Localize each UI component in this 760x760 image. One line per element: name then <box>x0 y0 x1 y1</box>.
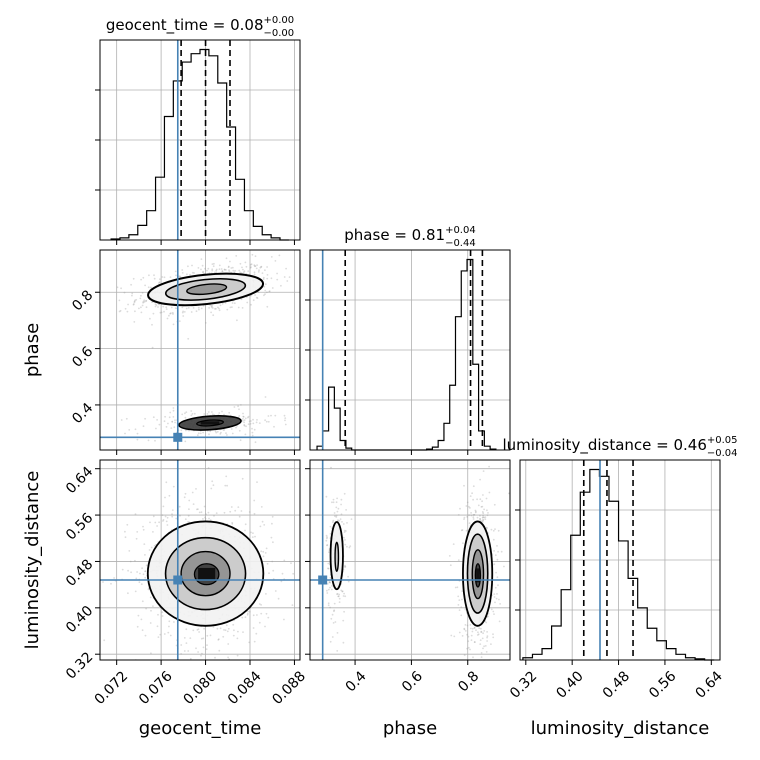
title-prefix: phase = 0.81 <box>344 226 445 244</box>
truth-marker-0-2 <box>173 575 183 585</box>
contour-1-2-4 <box>471 549 485 600</box>
title-minus-geocent_time: −0.00 <box>264 28 295 39</box>
title-plus: +0.00 <box>264 15 295 26</box>
contour-0-2-0 <box>146 520 265 627</box>
density-0-1 <box>116 253 300 444</box>
scatter-panel-geocent_time-phase <box>95 249 301 455</box>
xtick-label-luminosity_distance: 0.48 <box>600 668 633 701</box>
xtick-label-geocent_time: 0.080 <box>181 668 221 708</box>
hist-panel-phase <box>305 249 511 455</box>
ylabel-luminosity_distance: luminosity_distance <box>22 471 43 650</box>
truth-marker-0-1 <box>173 432 183 442</box>
ytick-label-phase: 0.4 <box>69 400 96 427</box>
luminosity_distance-frame <box>519 459 721 661</box>
phase-frame <box>309 249 511 451</box>
scatter-panel-geocent_time-luminosity_distance <box>95 459 301 665</box>
ytick-label-luminosity_distance: 0.32 <box>63 649 96 682</box>
histogram-geocent_time <box>110 48 289 241</box>
title-geocent_time: geocent_time = 0.08+0.00 <box>106 15 294 35</box>
hist-panel-luminosity_distance <box>515 459 721 665</box>
xtick-label-phase: 0.6 <box>399 668 426 695</box>
xlabel-geocent_time: geocent_time <box>139 718 262 739</box>
xtick-label-luminosity_distance: 0.40 <box>553 668 586 701</box>
density-core-1-2-5 <box>476 568 480 583</box>
0-2-frame <box>99 459 301 661</box>
title-minus-luminosity_distance: −0.04 <box>707 448 738 459</box>
ytick-label-luminosity_distance: 0.40 <box>63 603 96 636</box>
density-core-0-2-3 <box>198 567 216 581</box>
contour-0-1-0 <box>147 272 265 307</box>
ytick-label-phase: 0.8 <box>69 287 96 314</box>
xtick-label-luminosity_distance: 0.56 <box>646 668 679 701</box>
xtick-label-luminosity_distance: 0.64 <box>693 668 726 701</box>
title-prefix: geocent_time = 0.08 <box>106 16 264 35</box>
xtick-label-geocent_time: 0.072 <box>92 668 132 708</box>
panels-layer <box>95 39 721 665</box>
title-minus-phase: −0.44 <box>445 238 476 249</box>
contour-1-2-3 <box>466 533 489 614</box>
xlabel-phase: phase <box>383 718 437 739</box>
xtick-label-luminosity_distance: 0.32 <box>507 668 540 701</box>
ylabel-phase: phase <box>22 323 43 377</box>
title-plus: +0.05 <box>707 435 738 446</box>
contour-0-2-1 <box>164 536 247 611</box>
xtick-label-phase: 0.8 <box>455 668 482 695</box>
density-0-2 <box>102 467 295 660</box>
contour-1-2-5 <box>474 563 482 588</box>
title-phase: phase = 0.81+0.04 <box>344 225 475 244</box>
title-plus: +0.04 <box>445 225 476 236</box>
contour-0-1-3 <box>178 415 242 431</box>
title-luminosity_distance: luminosity_distance = 0.46+0.05 <box>502 435 737 455</box>
title-prefix: luminosity_distance = 0.46 <box>502 436 706 455</box>
ytick-label-luminosity_distance: 0.56 <box>63 510 96 543</box>
density-core-0-1-4 <box>200 421 220 425</box>
xlabel-luminosity_distance: luminosity_distance <box>531 718 710 739</box>
contour-0-2-2 <box>180 550 231 597</box>
ytick-label-phase: 0.6 <box>69 344 96 371</box>
xtick-label-geocent_time: 0.084 <box>225 668 265 708</box>
geocent_time-frame <box>99 39 301 241</box>
xtick-label-geocent_time: 0.088 <box>269 668 309 708</box>
truth-marker-1-2 <box>318 575 328 585</box>
1-2-frame <box>309 459 511 661</box>
contour-1-2-2 <box>462 520 494 627</box>
contour-1-2-1 <box>334 541 340 573</box>
scatter-panel-phase-luminosity_distance <box>305 459 511 665</box>
hist-panel-geocent_time <box>95 39 301 245</box>
histogram-phase <box>316 258 497 451</box>
density-1-2 <box>323 465 510 659</box>
contour-1-2-0 <box>329 521 344 591</box>
contour-0-1-2 <box>186 283 228 296</box>
0-1-frame <box>99 249 301 451</box>
xtick-label-geocent_time: 0.076 <box>136 668 176 708</box>
contour-0-1-1 <box>164 277 247 301</box>
contour-0-1-4 <box>196 419 224 427</box>
contour-0-2-3 <box>193 563 220 586</box>
ytick-label-luminosity_distance: 0.48 <box>63 556 96 589</box>
histogram-luminosity_distance <box>522 468 715 661</box>
xtick-label-phase: 0.4 <box>343 668 370 695</box>
ytick-label-luminosity_distance: 0.64 <box>63 464 96 497</box>
